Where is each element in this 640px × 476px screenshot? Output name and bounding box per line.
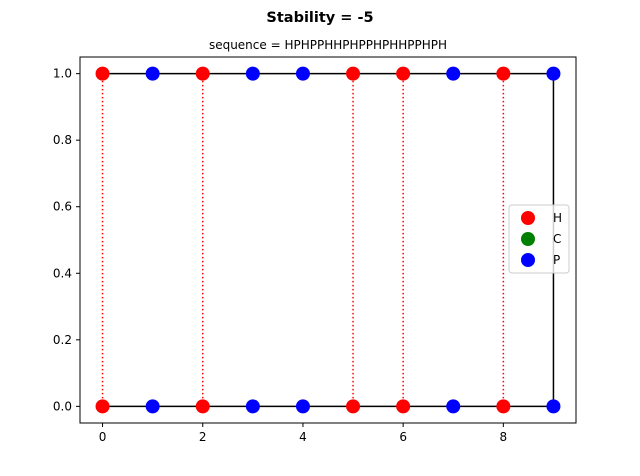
y-tick-label: 1.0 [53, 67, 72, 81]
legend-marker-c [521, 232, 535, 246]
point-p-3 [446, 66, 461, 81]
point-h-7 [346, 399, 361, 414]
point-p-5 [145, 399, 160, 414]
y-tick-label: 0.4 [53, 266, 72, 280]
legend-marker-h [521, 211, 535, 225]
chain-line [102, 72, 555, 408]
point-h-1 [195, 66, 210, 81]
x-tick-label: 6 [399, 430, 407, 444]
point-h-0 [95, 66, 110, 81]
point-p-1 [245, 66, 260, 81]
chain-layer [102, 72, 555, 408]
legend-label-h: H [553, 211, 562, 225]
y-tick-label: 0.2 [53, 333, 72, 347]
y-axis: 0.0 0.2 0.4 0.6 0.8 1.0 [53, 67, 80, 413]
legend-label-c: C [553, 232, 561, 246]
point-p-8 [446, 399, 461, 414]
chart-subtitle: sequence = HPHPPHHPHPPHPHHPPHPH [209, 38, 447, 52]
x-tick-label: 8 [500, 430, 508, 444]
legend-marker-p [521, 253, 535, 267]
plot-frame [79, 56, 577, 424]
point-h-9 [496, 399, 511, 414]
point-h-6 [195, 399, 210, 414]
point-h-2 [346, 66, 361, 81]
point-h-4 [496, 66, 511, 81]
y-tick-label: 0.6 [53, 200, 72, 214]
x-tick-label: 0 [99, 430, 107, 444]
legend: HCP [508, 204, 570, 274]
x-tick-label: 4 [299, 430, 307, 444]
contacts-layer [101, 73, 505, 407]
point-p-2 [295, 66, 310, 81]
point-p-6 [245, 399, 260, 414]
point-h-3 [396, 66, 411, 81]
point-p-9 [546, 399, 561, 414]
chart-title: Stability = -5 [266, 10, 373, 26]
legend-label-p: P [553, 253, 560, 267]
x-axis: 0 2 4 6 8 [99, 423, 507, 444]
point-p-7 [295, 399, 310, 414]
point-p-4 [546, 66, 561, 81]
point-h-5 [95, 399, 110, 414]
point-p-0 [145, 66, 160, 81]
y-tick-label: 0.0 [53, 399, 72, 413]
points-layer [95, 66, 561, 414]
y-tick-label: 0.8 [53, 133, 72, 147]
x-tick-label: 2 [199, 430, 207, 444]
point-h-8 [396, 399, 411, 414]
